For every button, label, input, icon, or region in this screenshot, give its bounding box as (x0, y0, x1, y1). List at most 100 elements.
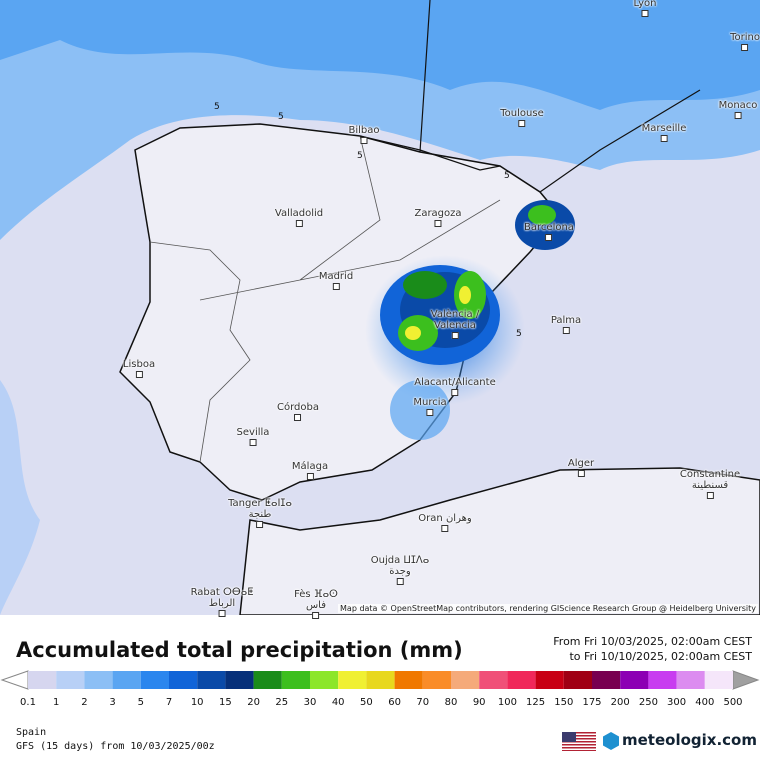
city-label: Rabat ⵔⴱⴰⵟ الرباط (191, 587, 253, 617)
city-name: Málaga (291, 461, 329, 472)
legend-swatch (140, 671, 169, 689)
legend-value: 175 (582, 697, 602, 708)
city-name: Córdoba (277, 402, 319, 413)
city-label: Monaco (719, 100, 757, 119)
city-dot (256, 521, 264, 528)
city-dot (396, 578, 404, 585)
borders (149, 135, 501, 463)
legend-value: 7 (165, 697, 173, 708)
city-label: Zaragoza (414, 208, 462, 227)
precip (403, 271, 447, 299)
precip (528, 205, 556, 225)
legend-value: 100 (497, 697, 517, 708)
precip (390, 380, 450, 440)
borders (359, 0, 701, 193)
legend-value: 500 (723, 697, 743, 708)
city-name: Zaragoza (414, 208, 462, 219)
legend-swatch (366, 671, 395, 689)
city-name: Lisboa (122, 359, 156, 370)
date-to: to Fri 10/10/2025, 02:00am CEST (569, 650, 752, 663)
legend-value: 250 (638, 697, 658, 708)
legend-swatch (451, 671, 480, 689)
city-dot (294, 414, 302, 421)
city-dot (135, 371, 143, 378)
city-name: Palma (550, 315, 582, 326)
city-dot (577, 470, 585, 477)
city-dot (451, 389, 459, 396)
city-dot (451, 332, 459, 339)
legend-value: 200 (610, 697, 630, 708)
city-name: Marseille (641, 123, 687, 134)
city-name: Alger (567, 458, 595, 469)
city-label: Madrid (319, 271, 353, 290)
contour-label: 5 (357, 151, 363, 161)
legend-value: 25 (275, 697, 289, 708)
city-label: Sevilla (236, 427, 270, 446)
city-name: Lyon (633, 0, 657, 9)
precip (405, 326, 421, 340)
legend-swatch (338, 671, 367, 689)
legend-value: 15 (219, 697, 232, 708)
legend-swatch (563, 671, 592, 689)
city-local: الرباط (208, 598, 236, 609)
city-name: Constantine (679, 469, 741, 480)
city-dot (434, 220, 442, 227)
legend-value: 300 (667, 697, 687, 708)
city-label: Torino (730, 32, 760, 51)
legend-swatch (253, 671, 282, 689)
city-dot (312, 612, 320, 619)
legend-value: 150 (554, 697, 574, 708)
city-label: Fès ⴼⴰⵙ فاس (294, 589, 338, 619)
legend-bar (0, 670, 760, 690)
legend-value: 3 (109, 697, 116, 708)
legend-swatch (56, 671, 85, 689)
city-dot (249, 439, 257, 446)
city-name: Oujda ⵡⵊⴷⴰ (370, 555, 430, 566)
city-label: Tanger ⵟⴰⵏⵊⴰ طنجة (228, 498, 292, 528)
city-label: Murcia (413, 397, 447, 416)
city-label: València / Valencia (431, 309, 479, 339)
legend-swatch (507, 671, 536, 689)
city-label: Marseille (641, 123, 687, 142)
legend-swatch (225, 671, 254, 689)
legend-swatch (422, 671, 451, 689)
city-name: València / (430, 309, 480, 320)
legend-swatch (676, 671, 705, 689)
north-precip-2 (0, 0, 760, 110)
city-local: Valencia (434, 320, 476, 331)
legend-value: 125 (526, 697, 546, 708)
legend-arrow-low (0, 670, 29, 690)
city-dot (741, 44, 749, 51)
city-label: Valladolid (275, 208, 323, 227)
city-name: Madrid (318, 271, 354, 282)
city-label: Lyon (633, 0, 657, 17)
city-label: Alacant/Alicante (414, 377, 496, 396)
legend-swatch (197, 671, 226, 689)
legend-value: 1 (53, 697, 60, 708)
legend-arrow-high (732, 670, 760, 690)
city-label: Oujda ⵡⵊⴷⴰ وجدة (370, 555, 430, 585)
legend-swatch (394, 671, 423, 689)
city-name: Toulouse (500, 108, 544, 119)
contour-label: 5 (214, 102, 220, 112)
city-local: طنجة (248, 509, 272, 520)
legend-swatch (84, 671, 113, 689)
city-local: وجدة (389, 566, 411, 577)
city-dot (360, 137, 368, 144)
city-label: Toulouse (500, 108, 544, 127)
city-name: Oran وهران (418, 513, 472, 524)
map (0, 0, 760, 615)
city-dot (641, 10, 649, 17)
city-dot (562, 327, 570, 334)
flag (562, 732, 596, 751)
city-dot (660, 135, 668, 142)
city-dot (332, 283, 340, 290)
city-name: Barcelona (524, 222, 574, 233)
legend-value: 40 (331, 697, 345, 708)
legend-swatch (704, 671, 733, 689)
city-name: Torino (730, 32, 760, 43)
city-name: Fès ⴼⴰⵙ (294, 589, 338, 600)
city-name: Alacant/Alicante (414, 377, 496, 388)
city-label: Alger (568, 458, 594, 477)
city-name: Sevilla (236, 427, 270, 438)
